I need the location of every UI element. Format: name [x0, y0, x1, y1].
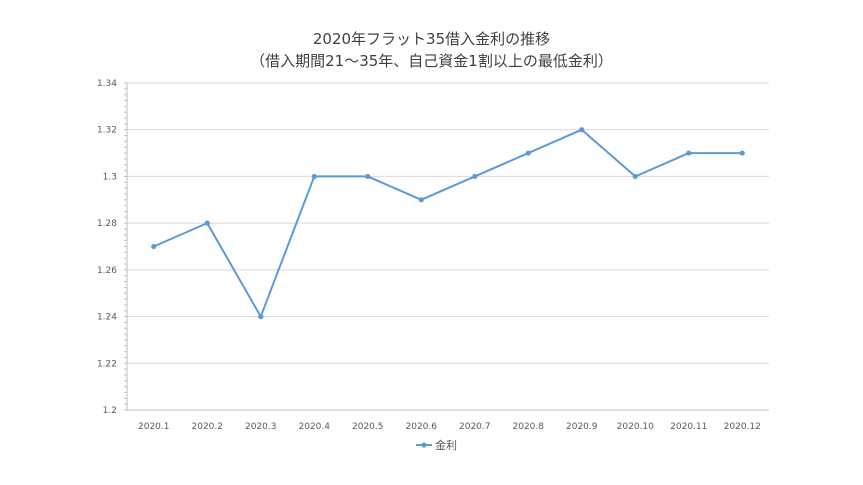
x-tick-label: 2020.1 [138, 422, 170, 432]
x-tick-label: 2020.3 [245, 422, 277, 432]
series-line-rate [153, 128, 743, 318]
x-tick-label: 2020.8 [513, 422, 545, 432]
data-point [739, 150, 745, 156]
legend-swatch-marker [421, 442, 427, 448]
axes [124, 82, 769, 411]
y-tick-label: 1.3 [103, 172, 117, 182]
y-tick-label: 1.26 [97, 266, 117, 276]
data-point [472, 173, 478, 180]
y-tick-label: 1.34 [97, 79, 117, 89]
x-tick-label: 2020.10 [617, 422, 654, 432]
x-tick-label: 2020.5 [352, 422, 384, 432]
data-point [258, 313, 264, 320]
series-rate [151, 127, 745, 320]
x-tick-label: 2020.7 [459, 422, 491, 432]
data-point [579, 127, 585, 133]
legend-label: 金利 [435, 438, 457, 452]
x-tick-label: 2020.9 [566, 422, 598, 432]
data-point [525, 150, 531, 156]
y-tick-label: 1.22 [97, 359, 117, 369]
data-point [204, 220, 210, 226]
x-tick-label: 2020.6 [406, 422, 438, 432]
y-tick-label: 1.24 [97, 313, 117, 323]
data-point [686, 150, 692, 156]
chart-subtitle: （借入期間21～35年、自己資金1割以上の最低金利） [250, 52, 613, 70]
chart-title: 2020年フラット35借入金利の推移 [312, 30, 551, 48]
y-tick-label: 1.2 [103, 406, 117, 416]
data-point [418, 197, 424, 203]
y-tick-label: 1.28 [97, 219, 117, 229]
data-point [632, 173, 638, 180]
gridlines [127, 82, 769, 364]
x-tick-label: 2020.2 [192, 422, 224, 432]
x-tick-label: 2020.12 [724, 422, 761, 432]
x-tick-label: 2020.11 [670, 422, 707, 432]
data-point [151, 243, 157, 250]
x-tick-label: 2020.4 [299, 422, 331, 432]
data-point [311, 173, 317, 180]
x-axis-tick-labels: 2020.1 2020.2 2020.3 2020.4 2020.5 2020.6 2020… [138, 422, 761, 432]
y-axis-tick-labels: 1.34 1.32 1.3 1.28 1.26 1.24 1.22 1.2 [97, 79, 117, 416]
y-tick-label: 1.32 [97, 126, 117, 136]
legend: 金利 [416, 438, 457, 452]
data-point [365, 173, 371, 180]
